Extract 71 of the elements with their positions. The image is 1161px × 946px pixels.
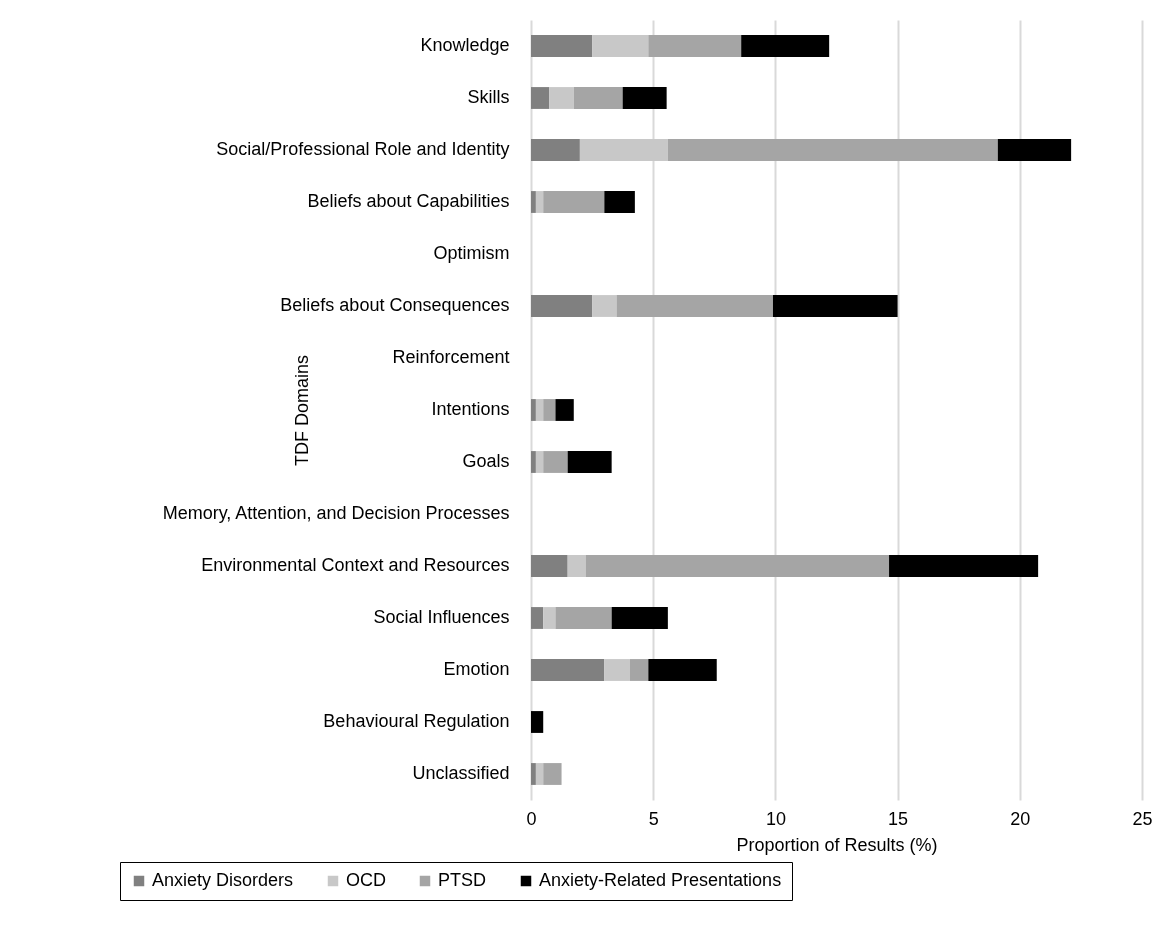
bar xyxy=(531,607,544,629)
bar xyxy=(622,87,667,109)
bar xyxy=(543,451,568,473)
bar xyxy=(592,295,617,317)
bar xyxy=(531,399,536,421)
bar xyxy=(535,399,544,421)
y-tick-label: Emotion xyxy=(443,659,510,679)
bar xyxy=(585,555,890,577)
y-axis-title: TDF Domains xyxy=(291,354,312,467)
y-tick-label: Environmental Context and Resources xyxy=(201,555,510,575)
bar xyxy=(531,763,536,785)
bar xyxy=(555,399,574,421)
y-tick-label: Behavioural Regulation xyxy=(323,711,510,731)
bar xyxy=(531,35,593,57)
bar xyxy=(741,35,830,57)
bar xyxy=(592,35,649,57)
bar xyxy=(531,659,605,681)
bar xyxy=(611,607,668,629)
y-tick-label: Social/Professional Role and Identity xyxy=(216,139,510,159)
bar xyxy=(543,763,562,785)
bar xyxy=(573,87,623,109)
bar xyxy=(629,659,649,681)
bar xyxy=(543,191,605,213)
x-tick-label: 15 xyxy=(888,808,909,829)
bar xyxy=(648,35,742,57)
bar xyxy=(531,139,580,161)
bar xyxy=(579,139,668,161)
y-tick-label: Social Influences xyxy=(373,607,510,627)
legend-label: Anxiety-Related Presentations xyxy=(539,870,782,890)
bar xyxy=(531,87,550,109)
y-tick-label: Beliefs about Consequences xyxy=(280,295,510,315)
bar xyxy=(616,295,773,317)
bar xyxy=(543,399,556,421)
bar xyxy=(667,139,998,161)
bar xyxy=(549,87,574,109)
y-tick-label: Knowledge xyxy=(420,35,510,55)
bar xyxy=(535,191,544,213)
bar xyxy=(531,555,568,577)
bar xyxy=(648,659,717,681)
legend-label: PTSD xyxy=(438,870,487,890)
bar xyxy=(531,191,536,213)
x-tick-label: 25 xyxy=(1132,808,1153,829)
y-tick-label: Intentions xyxy=(431,399,510,419)
bar xyxy=(567,555,586,577)
bar xyxy=(535,451,544,473)
legend-label: Anxiety Disorders xyxy=(152,870,294,890)
bar xyxy=(997,139,1072,161)
bar xyxy=(543,607,556,629)
bar xyxy=(604,191,635,213)
legend-label: OCD xyxy=(346,870,386,890)
y-tick-label: Unclassified xyxy=(412,763,510,783)
y-tick-label: Beliefs about Capabilities xyxy=(307,191,510,211)
bar xyxy=(555,607,612,629)
bar xyxy=(772,295,898,317)
y-tick-label: Memory, Attention, and Decision Processes xyxy=(162,503,510,523)
bar xyxy=(604,659,630,681)
x-tick-label: 20 xyxy=(1010,808,1031,829)
bar xyxy=(889,555,1039,577)
x-axis-title: Proportion of Results (%) xyxy=(736,834,938,855)
x-tick-label: 5 xyxy=(648,808,659,829)
x-tick-label: 0 xyxy=(526,808,537,829)
y-tick-label: Optimism xyxy=(433,243,510,263)
bar xyxy=(531,451,536,473)
bar xyxy=(535,763,544,785)
y-tick-label: Reinforcement xyxy=(392,347,510,367)
y-tick-label: Goals xyxy=(462,451,510,471)
y-tick-label: Skills xyxy=(467,87,510,107)
bar xyxy=(531,711,544,733)
bar xyxy=(531,295,593,317)
x-tick-label: 10 xyxy=(765,808,786,829)
bar xyxy=(567,451,612,473)
